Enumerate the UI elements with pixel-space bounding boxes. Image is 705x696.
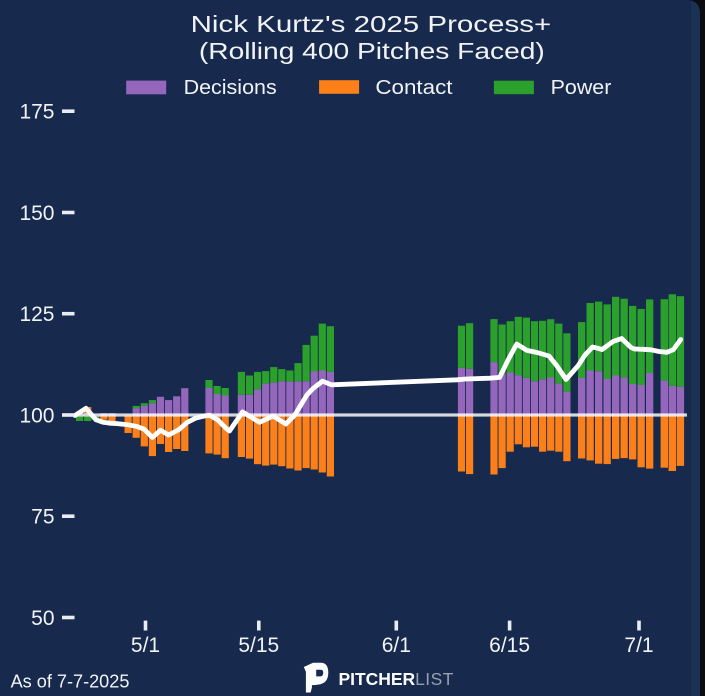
- svg-text:Contact: Contact: [375, 77, 453, 99]
- svg-text:6/15: 6/15: [489, 634, 530, 657]
- svg-text:5/15: 5/15: [238, 634, 279, 657]
- svg-text:PITCHER: PITCHER: [339, 669, 416, 689]
- svg-text:As of 7-7-2025: As of 7-7-2025: [11, 672, 130, 692]
- svg-text:Nick Kurtz's 2025 Process+: Nick Kurtz's 2025 Process+: [191, 11, 552, 37]
- svg-text:Power: Power: [551, 77, 612, 99]
- svg-text:Decisions: Decisions: [184, 77, 277, 99]
- svg-text:100: 100: [19, 404, 54, 427]
- svg-text:150: 150: [19, 202, 54, 225]
- svg-text:75: 75: [31, 506, 54, 529]
- svg-text:125: 125: [19, 303, 54, 326]
- svg-text:50: 50: [31, 607, 54, 630]
- svg-text:7/1: 7/1: [624, 634, 653, 657]
- svg-text:6/1: 6/1: [382, 634, 411, 657]
- svg-text:5/1: 5/1: [131, 634, 160, 657]
- svg-text:LIST: LIST: [415, 669, 454, 689]
- svg-text:175: 175: [19, 101, 54, 124]
- svg-text:(Rolling 400 Pitches Faced): (Rolling 400 Pitches Faced): [199, 38, 545, 64]
